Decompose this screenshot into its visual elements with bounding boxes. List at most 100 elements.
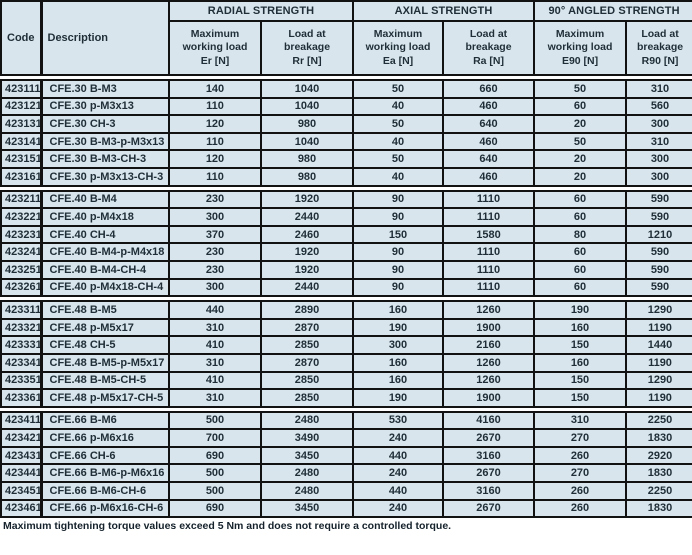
axial-max-load-cell: 160 <box>352 300 444 320</box>
description-cell: CFE.48 B-M5 <box>40 300 170 320</box>
table-row: 423361 CFE.48 p-M5x17-CH-5 310 2850 190 1900 1… <box>0 388 692 408</box>
radial-breakage-cell: 3450 <box>260 445 354 466</box>
code-cell: 423151 <box>0 149 43 169</box>
col-header-load-at-breakage-axial: Load at breakage Ra [N] <box>442 20 536 76</box>
angled-max-load-cell: 50 <box>533 79 627 99</box>
angled-max-load-cell: 20 <box>533 114 627 134</box>
axial-breakage-cell: 1260 <box>442 370 535 391</box>
code-cell: 423211 <box>0 189 43 210</box>
axial-max-load-cell: 190 <box>352 388 444 408</box>
col-header-max-working-load-angled: Maximum working load E90 [N] <box>533 20 628 76</box>
angled-breakage-cell: 1830 <box>625 463 692 484</box>
radial-breakage-cell: 1920 <box>260 259 354 280</box>
radial-breakage-cell: 1040 <box>260 131 354 152</box>
angled-max-load-cell: 260 <box>533 481 627 501</box>
description-cell: CFE.30 B-M3 <box>40 79 170 99</box>
code-cell: 423331 <box>0 335 43 355</box>
description-cell: CFE.40 p-M4x18 <box>40 207 170 227</box>
code-cell: 423421 <box>0 428 43 448</box>
code-cell: 423341 <box>0 352 43 373</box>
angled-max-load-cell: 60 <box>533 207 627 227</box>
product-group-4: 423411 CFE.66 B-M6 500 2480 530 4160 310 2250 42… <box>0 410 692 519</box>
strength-table-header: Code Description RADIAL STRENGTH AXIAL S… <box>0 0 692 76</box>
description-cell: CFE.48 p-M5x17 <box>40 317 170 338</box>
code-cell: 423431 <box>0 445 43 466</box>
axial-max-load-cell: 90 <box>352 189 444 210</box>
section-header-angled-strength: 90° ANGLED STRENGTH <box>533 0 692 22</box>
angled-max-load-cell: 270 <box>533 428 627 448</box>
description-cell: CFE.40 p-M4x18-CH-4 <box>40 277 170 298</box>
code-cell: 423111 <box>0 79 43 99</box>
angled-max-load-cell: 150 <box>533 370 627 391</box>
axial-breakage-cell: 1260 <box>442 352 535 373</box>
radial-max-load-cell: 110 <box>168 166 262 187</box>
axial-breakage-cell: 1580 <box>442 224 535 245</box>
axial-breakage-cell: 1900 <box>442 317 535 338</box>
product-group-3: 423311 CFE.48 B-M5 440 2890 160 1260 190 1290 42… <box>0 300 692 408</box>
description-cell: CFE.66 p-M6x16 <box>40 428 170 448</box>
axial-max-load-cell: 40 <box>352 96 444 117</box>
col-header-max-working-load-radial: Maximum working load Er [N] <box>168 20 262 76</box>
angled-breakage-cell: 590 <box>625 259 692 280</box>
angled-max-load-cell: 60 <box>533 189 627 210</box>
angled-breakage-cell: 1830 <box>625 498 692 519</box>
radial-max-load-cell: 140 <box>168 79 262 99</box>
angled-breakage-cell: 1190 <box>625 388 692 408</box>
axial-max-load-cell: 90 <box>352 242 444 262</box>
table-row: 423451 CFE.66 B-M6-CH-6 500 2480 440 3160 260 2… <box>0 481 692 501</box>
description-cell: CFE.30 p-M3x13-CH-3 <box>40 166 170 187</box>
angled-breakage-cell: 2250 <box>625 481 692 501</box>
table-row: 423441 CFE.66 B-M6-p-M6x16 500 2480 240 2670 2… <box>0 463 692 484</box>
angled-max-load-cell: 310 <box>533 410 627 431</box>
description-cell: CFE.40 B-M4-CH-4 <box>40 259 170 280</box>
axial-breakage-cell: 460 <box>442 131 535 152</box>
radial-max-load-cell: 300 <box>168 277 262 298</box>
description-cell: CFE.66 p-M6x16-CH-6 <box>40 498 170 519</box>
angled-breakage-cell: 1440 <box>625 335 692 355</box>
radial-breakage-cell: 2480 <box>260 410 354 431</box>
angled-max-load-cell: 270 <box>533 463 627 484</box>
description-cell: CFE.66 B-M6-p-M6x16 <box>40 463 170 484</box>
radial-breakage-cell: 3450 <box>260 498 354 519</box>
description-cell: CFE.40 CH-4 <box>40 224 170 245</box>
axial-breakage-cell: 4160 <box>442 410 535 431</box>
description-cell: CFE.30 B-M3-p-M3x13 <box>40 131 170 152</box>
code-cell: 423241 <box>0 242 43 262</box>
radial-breakage-cell: 980 <box>260 166 354 187</box>
code-cell: 423161 <box>0 166 43 187</box>
description-cell: CFE.66 CH-6 <box>40 445 170 466</box>
axial-max-load-cell: 300 <box>352 335 444 355</box>
col-header-code: Code <box>0 0 43 76</box>
col-header-max-working-load-axial: Maximum working load Ea [N] <box>352 20 445 76</box>
axial-max-load-cell: 50 <box>352 114 444 134</box>
angled-max-load-cell: 260 <box>533 445 627 466</box>
table-row: 423411 CFE.66 B-M6 500 2480 530 4160 310 2250 <box>0 410 692 431</box>
table-row: 423251 CFE.40 B-M4-CH-4 230 1920 90 1110 60 590 <box>0 259 692 280</box>
angled-max-load-cell: 60 <box>533 259 627 280</box>
code-cell: 423141 <box>0 131 43 152</box>
code-cell: 423221 <box>0 207 43 227</box>
axial-max-load-cell: 160 <box>352 370 444 391</box>
radial-breakage-cell: 2850 <box>260 388 354 408</box>
angled-breakage-cell: 1210 <box>625 224 692 245</box>
axial-breakage-cell: 1110 <box>442 277 535 298</box>
radial-max-load-cell: 310 <box>168 388 262 408</box>
table-row: 423121 CFE.30 p-M3x13 110 1040 40 460 60 560 <box>0 96 692 117</box>
table-row: 423461 CFE.66 p-M6x16-CH-6 690 3450 240 2670 2… <box>0 498 692 519</box>
axial-max-load-cell: 240 <box>352 498 444 519</box>
angled-breakage-cell: 310 <box>625 79 692 99</box>
radial-max-load-cell: 500 <box>168 410 262 431</box>
angled-breakage-cell: 560 <box>625 96 692 117</box>
angled-max-load-cell: 80 <box>533 224 627 245</box>
axial-max-load-cell: 160 <box>352 352 444 373</box>
axial-breakage-cell: 1110 <box>442 207 535 227</box>
radial-max-load-cell: 110 <box>168 96 262 117</box>
axial-max-load-cell: 90 <box>352 259 444 280</box>
code-cell: 423251 <box>0 259 43 280</box>
angled-max-load-cell: 150 <box>533 335 627 355</box>
axial-breakage-cell: 2160 <box>442 335 535 355</box>
angled-max-load-cell: 60 <box>533 96 627 117</box>
description-cell: CFE.30 CH-3 <box>40 114 170 134</box>
radial-max-load-cell: 310 <box>168 352 262 373</box>
